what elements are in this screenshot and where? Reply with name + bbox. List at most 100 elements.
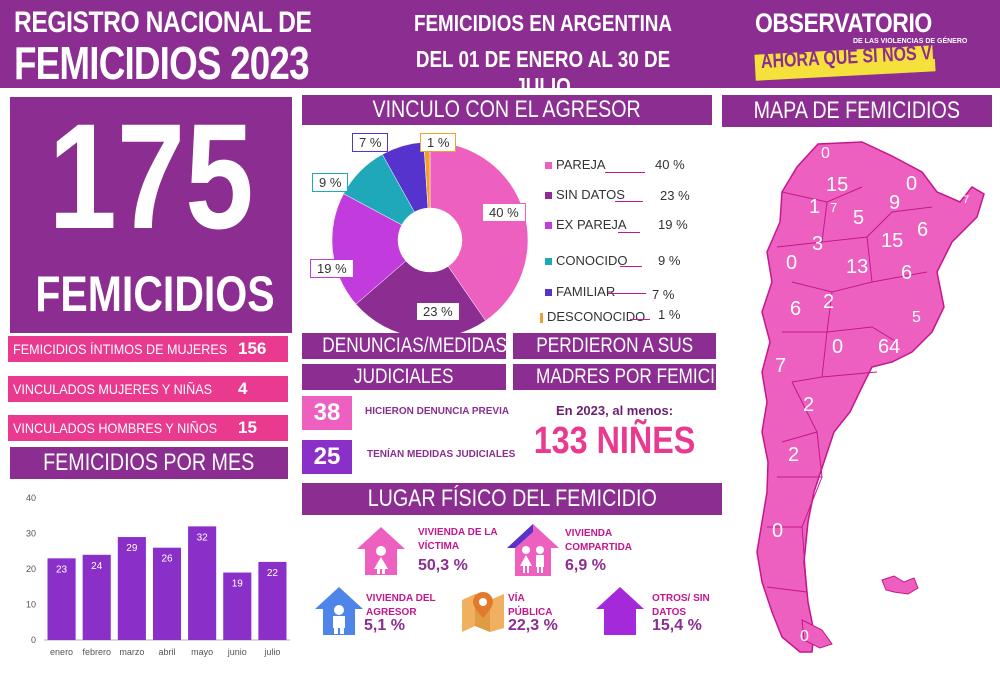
logo-small-text: DE LAS VIOLENCIAS DE GÉNERO	[853, 38, 968, 45]
map-value: 15	[826, 174, 849, 196]
map-value: 7	[963, 194, 970, 206]
map-value: 3	[812, 233, 824, 255]
legend-item-pareja: PAREJA	[545, 157, 606, 172]
stat-label: FEMICIDIOS ÍNTIMOS DE MUJERES	[13, 341, 228, 357]
legend-value-conocido: 9 %	[658, 253, 681, 268]
header-banner: REGISTRO NACIONAL DE FEMICIDIOS 2023 FEM…	[0, 0, 1000, 99]
map-value: 5	[853, 207, 865, 229]
legend-swatch	[545, 289, 552, 297]
legend-item-conocido: CONOCIDO	[545, 253, 628, 268]
x-tick-label: marzo	[119, 647, 144, 657]
legend-item-ex-pareja: EX PAREJA	[545, 217, 627, 232]
lugar-label-vivienda-compartida: VIVIENDA COMPARTIDA	[565, 528, 633, 553]
chart-title-por-mes: FEMICIDIOS POR MES	[10, 447, 288, 479]
medidas-judiciales-label: TENÍAN MEDIDAS JUDICIALES	[367, 449, 516, 460]
bar-value-label: 29	[126, 543, 138, 554]
argentina-outline	[756, 141, 985, 653]
map-value: 5	[912, 309, 921, 326]
bar-marzo	[117, 537, 146, 640]
map-value: 9	[889, 192, 901, 214]
map-value: 6	[917, 219, 929, 241]
lugar-pct-via-publica: 22,3 %	[508, 617, 558, 634]
x-tick-label: julio	[263, 647, 280, 657]
slice-pareja	[429, 141, 529, 322]
page-title-line2: FEMICIDIOS 2023	[14, 37, 310, 89]
legend-connector	[620, 266, 642, 267]
house-woman-icon	[357, 527, 405, 575]
y-tick-label: 0	[31, 635, 36, 645]
bar-junio	[223, 572, 252, 640]
legend-value-familiar: 7 %	[652, 287, 675, 302]
map-value: 2	[788, 444, 800, 466]
legend-value-pareja: 40 %	[655, 157, 685, 172]
y-tick-label: 10	[26, 600, 36, 610]
map-value: 1	[809, 196, 821, 218]
madres-value: 133 NIÑES	[533, 420, 696, 462]
pie-label-conocido: 9 %	[312, 173, 349, 192]
pie-label-desconocido: 1 %	[420, 133, 457, 152]
legend-value-sin-datos: 23 %	[660, 188, 690, 203]
map-value: 64	[878, 336, 901, 358]
map-value: 0	[800, 628, 809, 645]
medidas-judiciales-number: 25	[302, 440, 352, 474]
bar-value-label: 22	[267, 568, 279, 579]
map-value: 6	[901, 262, 913, 284]
bar-value-label: 24	[91, 561, 103, 572]
pie-label-ex-pareja: 19 %	[310, 259, 354, 278]
map-value: 7	[775, 355, 787, 377]
stat-value: 15	[238, 418, 257, 437]
map-value: 15	[881, 230, 904, 252]
denuncia-previa-number: 38	[302, 396, 352, 430]
legend-connector	[615, 201, 643, 202]
x-tick-label: junio	[227, 647, 247, 657]
total-box: 175 FEMICIDIOS	[10, 97, 292, 333]
argentina-map	[756, 141, 985, 653]
bar-value-label: 26	[161, 554, 173, 565]
map-value: 0	[786, 252, 798, 274]
madres-intro: En 2023, al menos:	[555, 403, 674, 418]
stat-label: VINCULADOS MUJERES Y NIÑAS	[13, 381, 213, 397]
denuncia-previa-label: HICIERON DENUNCIA PREVIA	[365, 406, 510, 417]
lugar-pct-otros: 15,4 %	[652, 617, 702, 634]
lugar-pct-vivienda-agresor: 5,1 %	[364, 617, 405, 634]
map-value: 0	[906, 173, 918, 195]
section-title-vinculo: VINCULO CON EL AGRESOR	[302, 95, 712, 125]
pie-label-sin-datos: 23 %	[416, 302, 460, 321]
legend-swatch	[545, 192, 552, 200]
tierra-del-fuego	[801, 619, 833, 649]
bar-abril	[152, 547, 182, 640]
map-value: 0	[832, 336, 844, 358]
map-value: 7	[830, 200, 838, 215]
bar-febrero	[82, 554, 111, 640]
x-tick-label: mayo	[191, 647, 213, 657]
page-subtitle-line1: FEMICIDIOS EN ARGENTINA	[413, 10, 673, 36]
section-title-mapa: MAPA DE FEMICIDIOS	[722, 95, 992, 127]
lugar-label-via-publica: VÍA PÚBLICA	[508, 593, 553, 618]
map-value: 0	[772, 520, 784, 542]
legend-connector	[630, 319, 650, 320]
map-pin-icon	[462, 592, 504, 632]
stat-value: 156	[238, 339, 267, 358]
legend-item-sin-datos: SIN DATOS	[545, 187, 625, 202]
section-title-denuncias-2: JUDICIALES	[302, 364, 506, 390]
bar-chart-por-mes: 0 10 20 30 40 23 enero 24 febrero 29 marzo 26 abril 3…	[26, 493, 290, 657]
legend-swatch	[540, 312, 543, 323]
stat-value: 4	[238, 379, 248, 398]
map-value: 0	[821, 145, 830, 162]
page-title-line1: REGISTRO NACIONAL DE	[14, 6, 312, 39]
map-value: 6	[790, 298, 802, 320]
section-title-denuncias-1: DENUNCIAS/MEDIDAS	[302, 333, 507, 359]
section-title-madres-1: PERDIERON A SUS	[513, 333, 716, 359]
x-tick-label: febrero	[82, 647, 111, 657]
legend-item-familiar: FAMILIAR	[545, 284, 615, 299]
y-tick-label: 40	[26, 493, 36, 503]
section-title-madres-2: MADRES POR FEMICIDIO	[513, 364, 746, 390]
legend-connector	[608, 293, 646, 294]
legend-swatch	[545, 222, 552, 230]
stat-row-intimos: FEMICIDIOS ÍNTIMOS DE MUJERES 156	[8, 336, 288, 362]
bar-value-label: 32	[197, 532, 209, 543]
map-value: 2	[803, 394, 815, 416]
pie-label-familiar: 7 %	[352, 133, 389, 152]
legend-connector	[618, 232, 640, 233]
legend-value-ex-pareja: 19 %	[658, 217, 688, 232]
